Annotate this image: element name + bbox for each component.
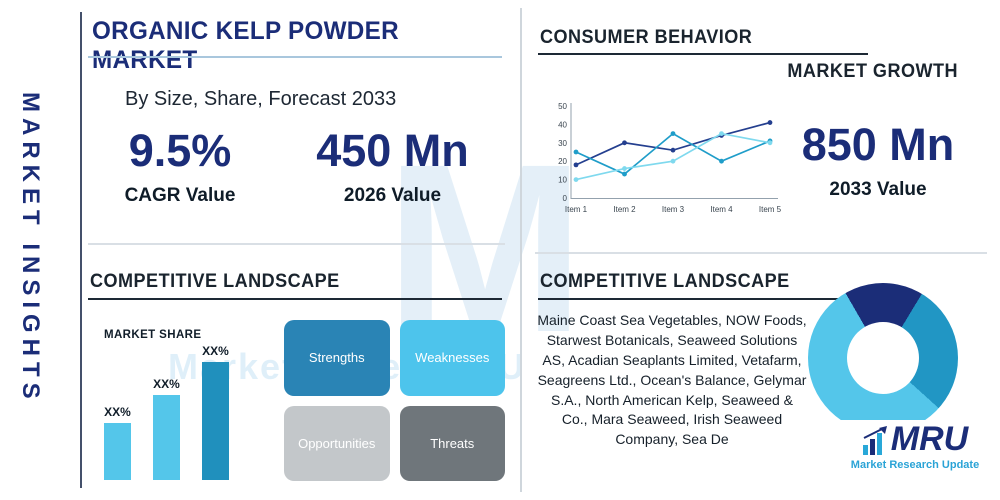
page-subtitle: By Size, Share, Forecast 2033 — [125, 88, 397, 110]
cagr-value: 9.5% — [128, 125, 232, 176]
value-2033-value: 850 Mn — [801, 119, 955, 170]
svg-text:Item 4: Item 4 — [710, 205, 733, 214]
consumer-behavior-header: CONSUMER BEHAVIOR — [540, 27, 753, 48]
svg-text:30: 30 — [558, 139, 567, 148]
swot-opportunities: Opportunities — [284, 405, 390, 481]
svg-text:50: 50 — [558, 102, 567, 111]
vertical-market-insights-label: MARKET INSIGHTS — [17, 92, 44, 405]
competitive-landscape-right-underline — [538, 298, 868, 300]
competitive-landscape-left-header: COMPETITIVE LANDSCAPE — [90, 271, 340, 292]
line-series-teal — [575, 132, 771, 176]
right-horizontal-divider — [535, 252, 987, 254]
left-vertical-divider — [80, 12, 82, 488]
market-growth-header: MARKET GROWTH — [787, 61, 958, 82]
competitive-landscape-left-underline — [88, 298, 502, 300]
svg-text:40: 40 — [558, 120, 567, 129]
value-2026-stat: 450 Mn 2026 Value — [300, 128, 485, 207]
value-2033-stat: 850 Mn 2033 Value — [788, 122, 968, 201]
svg-text:Item 2: Item 2 — [613, 205, 636, 214]
market-share-bar: XX% — [104, 405, 131, 480]
cagr-label: CAGR Value — [124, 185, 236, 206]
company-list: Maine Coast Sea Vegetables, NOW Foods, S… — [537, 312, 807, 448]
left-horizontal-divider — [88, 243, 505, 245]
value-2026-label: 2026 Value — [343, 185, 442, 206]
line-series-cyan — [575, 132, 771, 181]
market-share-bar: XX% — [202, 344, 229, 480]
swot-grid: Strengths Weaknesses Opportunities Threa… — [284, 320, 505, 481]
mru-logo: MRU Market Research Update — [836, 420, 994, 471]
value-2026-value: 450 Mn — [316, 125, 469, 176]
cagr-stat: 9.5% CAGR Value — [100, 128, 260, 207]
center-vertical-divider — [520, 8, 522, 492]
consumer-behavior-underline — [538, 53, 868, 55]
swot-strengths: Strengths — [284, 320, 390, 396]
svg-text:10: 10 — [558, 176, 567, 185]
swot-weaknesses: Weaknesses — [399, 320, 505, 396]
swot-threats: Threats — [399, 405, 505, 481]
svg-text:0: 0 — [563, 194, 568, 203]
page-title: ORGANIC KELP POWDER MARKET — [92, 17, 399, 74]
market-share-bar-chart: XX% XX% XX% — [104, 344, 274, 480]
mru-logo-bars-icon — [862, 426, 887, 455]
market-growth-line-chart: 0 10 20 30 40 50 Item 1 Item 2 Item 3 Item 4 Item … — [558, 102, 782, 214]
svg-text:Item 5: Item 5 — [759, 205, 782, 214]
value-2033-label: 2033 Value — [829, 179, 927, 200]
svg-text:Item 3: Item 3 — [662, 205, 685, 214]
bar-value-label: XX% — [104, 405, 131, 419]
title-underline — [88, 56, 502, 58]
bar-value-label: XX% — [153, 376, 180, 391]
svg-text:20: 20 — [558, 157, 567, 166]
line-series-navy — [575, 121, 771, 166]
competitive-landscape-right-header: COMPETITIVE LANDSCAPE — [540, 271, 790, 292]
market-share-label: MARKET SHARE — [104, 329, 202, 341]
bar-value-label: XX% — [202, 344, 229, 359]
market-share-bar: XX% — [153, 376, 180, 480]
mru-logo-tagline: Market Research Update — [850, 459, 980, 471]
market-share-donut-chart — [808, 283, 958, 433]
svg-text:Item 1: Item 1 — [565, 205, 588, 214]
mru-logo-text: MRU — [890, 420, 969, 458]
